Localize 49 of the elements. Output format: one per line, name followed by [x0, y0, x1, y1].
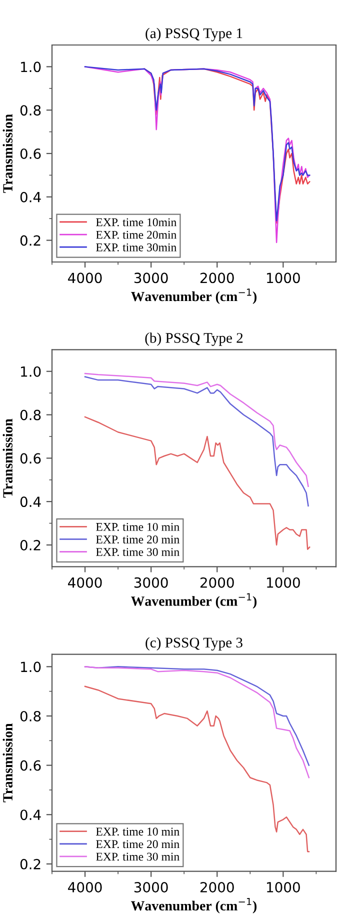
legend-label: EXP. time 30 min [96, 548, 180, 556]
y-tick-label: 0.2 [20, 540, 40, 550]
y-tick-label: 0.8 [20, 710, 41, 722]
x-tick-label: 2000 [200, 577, 234, 588]
line-series [84, 376, 309, 507]
y-tick-label: 0.4 [20, 810, 41, 820]
x-tick-label: 3000 [134, 577, 168, 588]
line-series [84, 416, 310, 550]
y-tick-label: 0.6 [20, 453, 41, 464]
y-axis-title: Transmission [2, 114, 13, 193]
x-tick-label: 3000 [134, 272, 168, 284]
chart-title: (c) PSSQ Type 3 [146, 637, 242, 651]
legend-label: EXP. time 20 min [96, 840, 180, 848]
y-tick-label: 0.6 [20, 148, 41, 159]
chart-title: (a) PSSQ Type 1 [146, 28, 242, 42]
y-tick-label: 0.2 [20, 858, 40, 870]
y-tick-label: 0.4 [20, 192, 41, 202]
x-tick-label: 2000 [200, 272, 234, 284]
legend-label: EXP. time 10 min [96, 522, 180, 531]
x-tick-label: 4000 [68, 882, 102, 892]
y-tick-label: 0.4 [20, 496, 41, 508]
legend-label: EXP. time 10min [96, 218, 176, 226]
legend-label: EXP. time 30 min [96, 852, 180, 861]
line-series [84, 372, 309, 487]
x-tick-label: 1000 [267, 882, 300, 892]
x-tick-label: 2000 [200, 882, 234, 892]
x-tick-label: 3000 [134, 882, 168, 892]
y-tick-label: 1.0 [21, 366, 41, 377]
y-tick-label: 0.2 [20, 235, 40, 246]
line-series [84, 686, 310, 852]
x-axis-title: Wavenumber (cm$^{−1}$) [131, 288, 257, 304]
x-axis-title: Wavenumber (cm$^{−1}$) [131, 898, 257, 914]
x-tick-label: 1000 [267, 577, 300, 588]
x-tick-label: 4000 [68, 272, 102, 284]
y-tick-label: 1.0 [21, 662, 41, 672]
legend-label: EXP. time 20min [96, 230, 176, 239]
y-tick-label: 0.8 [20, 410, 41, 420]
chart-title: (b) PSSQ Type 2 [145, 332, 243, 346]
x-tick-label: 4000 [68, 577, 102, 588]
y-tick-label: 0.6 [20, 760, 41, 771]
y-axis-title: Transmission [2, 418, 13, 498]
x-axis-title: Wavenumber (cm$^{−1}$) [131, 593, 257, 609]
y-tick-label: 1.0 [21, 62, 41, 72]
y-tick-label: 0.8 [20, 105, 41, 116]
legend-label: EXP. time 30min [96, 243, 176, 252]
legend-label: EXP. time 20 min [96, 535, 180, 544]
y-axis-title: Transmission [2, 723, 13, 802]
legend-label: EXP. time 10 min [96, 828, 180, 836]
x-tick-label: 1000 [267, 272, 300, 284]
